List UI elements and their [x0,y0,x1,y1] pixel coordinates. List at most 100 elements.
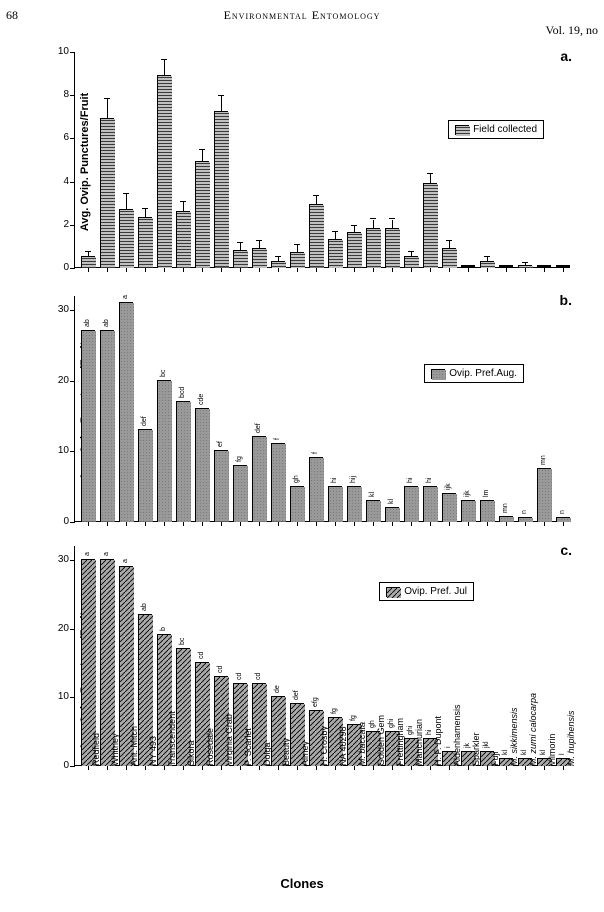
bar [176,401,190,521]
error-bar [145,209,146,218]
bar [442,493,456,521]
bar [461,500,475,521]
x-tick [202,268,203,272]
x-tick [88,766,89,770]
y-tick [70,310,75,311]
panel-c: Avg. Ovip. Punctures/Fruit c. Ovip. Pref… [44,536,584,826]
bar-sig-label: def [293,690,300,700]
bar [309,204,323,267]
error-bar [316,196,317,205]
y-tick-label: 2 [51,219,69,230]
y-tick [70,451,75,452]
bar [119,209,133,267]
panel-b: Avg. Ovip. Punctures/Fruit b. Ovip. Pref… [44,286,584,536]
x-tick [544,522,545,526]
x-tick [506,522,507,526]
x-tick [107,766,108,770]
y-tick-label: 30 [51,554,69,565]
x-category-label: P. Scarlet [243,728,253,766]
bar-sig-label: a [122,559,129,563]
bar [366,228,380,267]
x-tick [259,766,260,770]
error-cap [484,256,490,257]
bar [480,261,494,267]
bar [252,436,266,521]
bar [195,161,209,267]
error-bar [411,252,412,256]
x-tick [354,766,355,770]
error-bar [183,202,184,211]
y-tick [70,522,75,523]
bar [157,380,171,521]
x-tick [316,766,317,770]
x-category-label: Rosedale [205,728,215,766]
y-tick [70,52,75,53]
y-tick-label: 10 [51,445,69,456]
x-tick [278,766,279,770]
bar [309,457,323,521]
x-tick [468,268,469,272]
x-axis-title: Clones [0,876,604,908]
x-category-label: NY 493 [148,736,158,766]
bar [233,250,247,267]
error-cap [123,193,129,194]
bar-sig-label: i [445,747,452,749]
y-tick [70,766,75,767]
x-tick [449,268,450,272]
x-tick [316,268,317,272]
bar-sig-label: hij [350,476,357,483]
x-category-label: Redfield [91,733,101,766]
bar [119,302,133,521]
bar [347,486,361,521]
x-tick [297,268,298,272]
page-number: 68 [6,8,18,23]
y-tick-label: 0 [51,516,69,527]
error-cap [142,208,148,209]
bar-sig-label: fg [236,456,243,462]
bar [328,486,342,521]
error-cap [522,262,528,263]
bar [385,228,399,267]
y-tick [70,182,75,183]
x-tick [430,522,431,526]
y-tick-label: 0 [51,262,69,273]
x-tick [335,522,336,526]
x-tick [506,268,507,272]
bar [404,256,418,267]
x-tick [259,268,260,272]
error-bar [259,241,260,247]
x-tick [449,522,450,526]
y-tick [70,560,75,561]
bar [442,248,456,267]
bar [195,408,209,521]
bar-sig-label: lm [483,489,490,496]
error-cap [85,251,91,252]
x-tick [240,522,241,526]
bar [461,265,475,267]
x-tick [449,766,450,770]
bar [423,486,437,521]
x-tick [107,268,108,272]
x-tick [411,268,412,272]
bar-sig-label: bc [179,638,186,645]
bar-sig-label: ghi [407,725,414,734]
x-tick [126,522,127,526]
bar-sig-label: gh [369,720,376,728]
x-category-label: Frettingham [395,718,405,766]
x-tick [221,766,222,770]
y-tick-label: 10 [51,691,69,702]
x-category-label: Fuji [490,751,500,766]
bar-sig-label: hi [426,477,433,482]
bar-sig-label: jk [464,743,471,748]
bar [385,507,399,521]
error-cap [275,256,281,257]
chart-a: 0246810 [74,52,570,268]
bar-sig-label: gh [293,475,300,483]
error-cap [389,218,395,219]
error-cap [351,225,357,226]
error-cap [180,201,186,202]
bar-sig-label: hi [407,477,414,482]
x-tick [354,522,355,526]
x-tick [563,522,564,526]
x-tick [411,766,412,770]
